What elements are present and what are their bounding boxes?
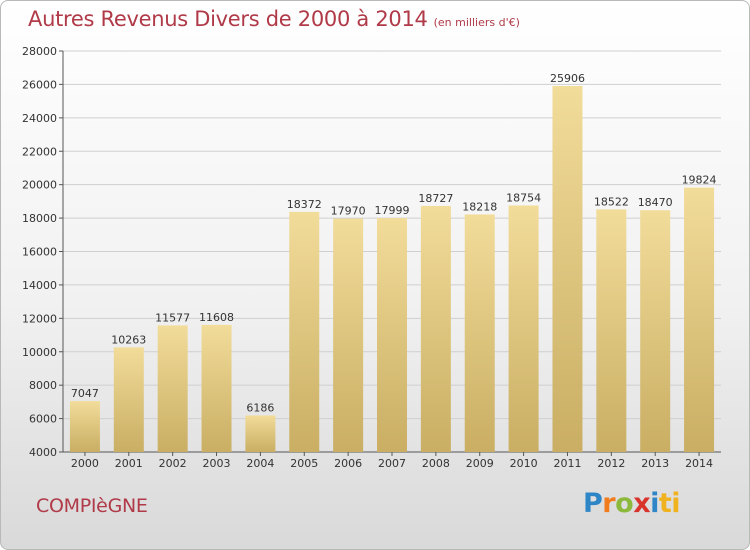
x-tick-label: 2009 bbox=[466, 457, 494, 470]
logo-letter: i bbox=[650, 488, 659, 519]
logo-letter: o bbox=[615, 488, 634, 519]
bar bbox=[113, 347, 144, 452]
bar bbox=[420, 205, 451, 452]
y-tick-label: 24000 bbox=[22, 112, 57, 125]
value-label: 19824 bbox=[682, 174, 717, 187]
value-label: 18372 bbox=[287, 198, 322, 211]
chart-subtitle: (en milliers d'€) bbox=[433, 16, 520, 29]
value-label: 7047 bbox=[71, 387, 99, 400]
y-tick-label: 10000 bbox=[22, 346, 57, 359]
value-label: 18522 bbox=[594, 195, 629, 208]
x-tick-label: 2003 bbox=[203, 457, 231, 470]
bar bbox=[289, 211, 320, 452]
chart-title: Autres Revenus Divers de 2000 à 2014 (en … bbox=[28, 7, 520, 31]
value-label: 6186 bbox=[246, 401, 274, 414]
y-tick-label: 28000 bbox=[22, 45, 57, 58]
logo-letter: r bbox=[602, 488, 616, 519]
x-tick-label: 2014 bbox=[685, 457, 713, 470]
value-label: 17970 bbox=[331, 205, 366, 218]
proxiti-logo[interactable]: Proxiti bbox=[583, 488, 681, 519]
bar bbox=[464, 214, 495, 452]
value-label: 18727 bbox=[418, 192, 453, 205]
logo-letter: ti bbox=[658, 488, 681, 519]
bar bbox=[684, 187, 715, 452]
y-tick-label: 22000 bbox=[22, 145, 57, 158]
x-tick-label: 2008 bbox=[422, 457, 450, 470]
x-tick-label: 2006 bbox=[334, 457, 362, 470]
value-label: 10263 bbox=[111, 333, 146, 346]
x-tick-label: 2011 bbox=[553, 457, 581, 470]
data-labels: 7047 10263 11577 11608 6186 18372 17970 17999 18… bbox=[71, 72, 717, 414]
y-tick-label: 12000 bbox=[22, 312, 57, 325]
value-label: 18754 bbox=[506, 191, 541, 204]
y-tick-label: 14000 bbox=[22, 279, 57, 292]
bar bbox=[69, 401, 100, 452]
axes: 4000 6000 8000 10000 12000 14000 16000 18000 200… bbox=[22, 45, 721, 470]
x-tick-label: 2013 bbox=[641, 457, 669, 470]
bar bbox=[596, 209, 627, 452]
logo-letter: x bbox=[633, 488, 651, 519]
value-label: 18470 bbox=[638, 196, 673, 209]
value-label: 17999 bbox=[375, 204, 410, 217]
y-tick-label: 26000 bbox=[22, 78, 57, 91]
x-tick-label: 2001 bbox=[115, 457, 143, 470]
city-name: COMPIèGNE bbox=[36, 495, 148, 517]
y-tick-label: 16000 bbox=[22, 246, 57, 259]
bar bbox=[333, 218, 364, 452]
y-tick-label: 18000 bbox=[22, 212, 57, 225]
bar bbox=[157, 325, 188, 452]
y-tick-label: 20000 bbox=[22, 179, 57, 192]
value-label: 25906 bbox=[550, 72, 585, 85]
bar bbox=[377, 218, 407, 452]
x-tick-label: 2002 bbox=[159, 457, 187, 470]
bars bbox=[69, 85, 715, 453]
value-label: 18218 bbox=[462, 200, 497, 213]
x-tick-label: 2005 bbox=[290, 457, 318, 470]
chart-title-main: Autres Revenus Divers de 2000 à 2014 bbox=[28, 7, 428, 31]
bar bbox=[201, 324, 232, 452]
y-tick-label: 4000 bbox=[29, 446, 57, 459]
logo-letter: P bbox=[583, 488, 603, 519]
bar bbox=[640, 210, 671, 452]
bar bbox=[508, 205, 539, 452]
x-tick-label: 2010 bbox=[510, 457, 538, 470]
bar bbox=[245, 415, 276, 452]
y-tick-label: 6000 bbox=[29, 413, 57, 426]
x-tick-label: 2000 bbox=[71, 457, 99, 470]
value-label: 11608 bbox=[199, 311, 234, 324]
value-label: 11577 bbox=[155, 311, 190, 324]
x-tick-label: 2004 bbox=[246, 457, 274, 470]
x-tick-label: 2012 bbox=[597, 457, 625, 470]
y-tick-label: 8000 bbox=[29, 379, 57, 392]
x-tick-label: 2007 bbox=[378, 457, 406, 470]
bar bbox=[552, 85, 583, 453]
